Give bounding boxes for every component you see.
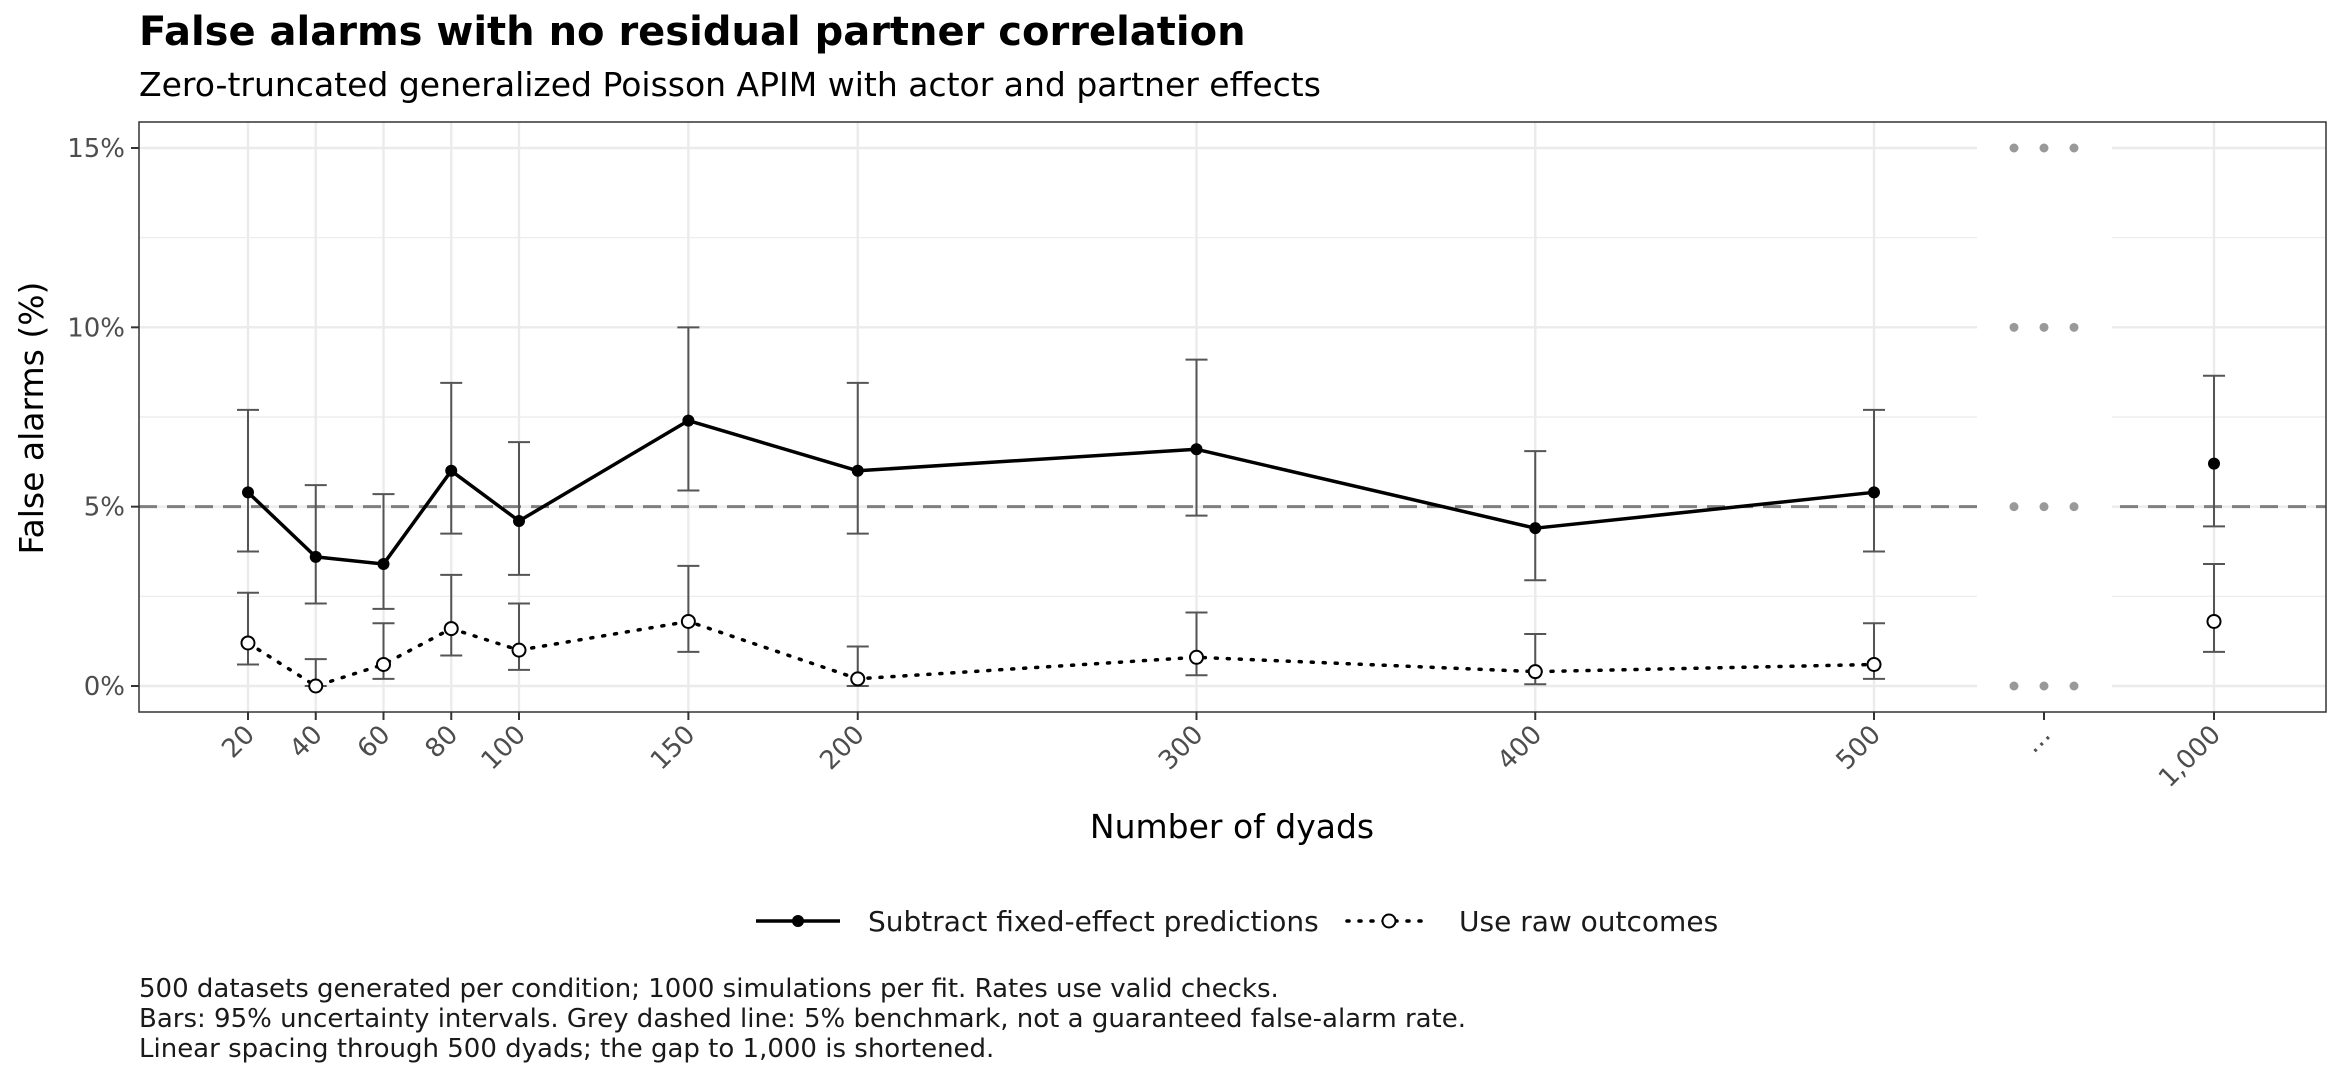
y-tick-label: 0% <box>84 672 125 702</box>
raw-line <box>246 619 1876 688</box>
x-tick-label: 80 <box>420 720 465 765</box>
gap-dot <box>2069 502 2079 512</box>
y-tick-label: 5% <box>84 493 125 523</box>
x-tick-label: 20 <box>216 720 261 765</box>
gap-dot <box>2069 322 2079 332</box>
series-subtract-predictions <box>237 326 2225 610</box>
gap-dot <box>2009 502 2019 512</box>
grid <box>139 122 2326 712</box>
raw-point <box>511 642 527 658</box>
subtract-point <box>851 464 864 477</box>
legend: Subtract fixed-effect predictions Use ra… <box>756 905 1718 938</box>
caption-line-2: Bars: 95% uncertainty intervals. Grey da… <box>139 1004 1466 1034</box>
subtract-point <box>1190 443 1203 456</box>
raw-point <box>443 621 459 637</box>
subtract-point <box>2208 457 2220 470</box>
caption-line-1: 500 datasets generated per condition; 10… <box>139 974 1279 1004</box>
y-axis-ticks: 0% 5% 10% 15% <box>67 134 139 702</box>
axis-gap-marker <box>2009 143 2079 691</box>
panel-border <box>138 121 2327 713</box>
raw-point <box>2206 613 2222 629</box>
raw-point <box>308 678 324 694</box>
chart-subtitle: Zero-truncated generalized Poisson APIM … <box>139 65 1321 104</box>
gap-dot <box>2069 143 2079 153</box>
subtract-line <box>246 418 1875 566</box>
legend-key-marker-raw <box>1381 913 1397 929</box>
legend-label-raw: Use raw outcomes <box>1459 905 1718 938</box>
raw-point <box>1527 664 1543 680</box>
legend-key-marker-subtract <box>792 915 804 927</box>
x-tick-label: … <box>2017 720 2057 760</box>
y-tick-label: 15% <box>67 134 125 164</box>
chart-title: False alarms with no residual partner co… <box>139 9 1246 55</box>
gap-dot <box>2039 322 2049 332</box>
x-tick-label: 400 <box>1492 720 1548 776</box>
gap-dot <box>2039 681 2049 691</box>
gap-dot <box>2039 143 2049 153</box>
y-tick-label: 10% <box>67 313 125 343</box>
subtract-point <box>1529 522 1542 535</box>
x-tick-label: 1,000 <box>2153 720 2227 794</box>
raw-point <box>850 671 866 687</box>
gap-dot <box>2009 143 2019 153</box>
series-raw-outcomes <box>237 563 2225 694</box>
subtract-point <box>513 515 525 528</box>
gap-dot <box>2039 502 2049 512</box>
gap-dot <box>2009 681 2019 691</box>
x-axis-title: Number of dyads <box>1090 807 1374 846</box>
subtract-point <box>309 550 322 563</box>
x-tick-label: 500 <box>1831 720 1887 776</box>
x-tick-label: 60 <box>352 720 397 765</box>
x-tick-label: 150 <box>645 720 701 776</box>
raw-point <box>1866 656 1882 672</box>
x-tick-label: 300 <box>1153 720 1209 776</box>
x-tick-label: 100 <box>476 720 532 776</box>
gap-dot <box>2069 681 2079 691</box>
x-tick-label: 40 <box>284 720 329 765</box>
raw-point <box>240 635 256 651</box>
x-tick-label: 200 <box>814 720 870 776</box>
caption-line-3: Linear spacing through 500 dyads; the ga… <box>139 1034 994 1064</box>
subtract-point <box>682 414 695 427</box>
subtract-point <box>377 558 390 571</box>
gap-dot <box>2009 322 2019 332</box>
subtract-point <box>1868 486 1880 499</box>
raw-point <box>1189 649 1204 665</box>
legend-label-subtract: Subtract fixed-effect predictions <box>868 905 1319 938</box>
y-axis-title: False alarms (%) <box>12 282 51 555</box>
subtract-point <box>445 464 458 477</box>
raw-point <box>376 656 391 672</box>
subtract-point <box>242 486 254 499</box>
x-axis-ticks: 20 40 60 80 100 150 200 300 400 500 … 1,000 <box>216 712 2227 794</box>
raw-point <box>680 613 696 629</box>
